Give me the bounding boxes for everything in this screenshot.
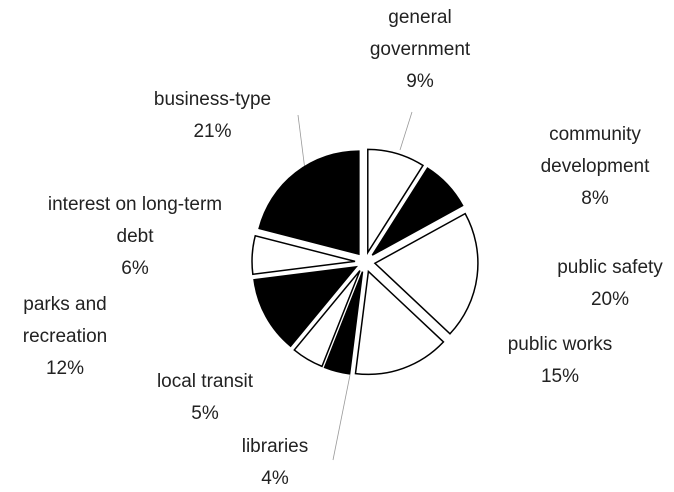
slice-name: public works: [507, 334, 613, 355]
slice-percent: 6%: [121, 258, 149, 279]
leader-line: [332, 374, 351, 461]
pie-slice: [258, 150, 360, 256]
pie-slice: [253, 265, 359, 348]
pie-slice: [323, 271, 364, 375]
slice-name: community development: [540, 124, 650, 177]
slice-percent: 8%: [581, 188, 609, 209]
slice-name: business-type: [153, 89, 272, 110]
slice-name: general government: [369, 7, 471, 60]
slice-label: business-type 21%: [120, 84, 305, 148]
pie-slice: [251, 234, 356, 276]
slice-label: community development 8%: [510, 119, 674, 215]
leader-line: [399, 111, 413, 151]
slice-label: local transit 5%: [130, 366, 280, 430]
slice-name: interest on long-term debt: [47, 194, 223, 247]
slice-percent: 4%: [261, 468, 289, 489]
pie-slice: [373, 212, 479, 335]
pie-slice: [367, 148, 425, 255]
slice-label: interest on long-term debt 6%: [35, 189, 235, 285]
slice-percent: 15%: [540, 366, 580, 387]
slice-label: public safety 20%: [510, 252, 674, 316]
pie-slice: [371, 167, 464, 256]
slice-label: libraries 4%: [220, 431, 330, 492]
slice-name: local transit: [156, 371, 254, 392]
slice-name: parks and recreation: [22, 294, 108, 347]
pie-slice: [293, 270, 361, 368]
pie-slice: [354, 269, 445, 376]
slice-name: libraries: [241, 436, 309, 457]
slice-percent: 20%: [590, 289, 630, 310]
slice-label: general government 9%: [340, 2, 500, 98]
slice-percent: 5%: [191, 403, 219, 424]
slice-percent: 12%: [45, 358, 85, 379]
slice-percent: 9%: [406, 71, 434, 92]
slice-name: public safety: [557, 257, 663, 278]
slice-percent: 21%: [193, 121, 232, 142]
slice-label: public works 15%: [460, 329, 660, 393]
slice-label: parks and recreation 12%: [0, 289, 130, 385]
